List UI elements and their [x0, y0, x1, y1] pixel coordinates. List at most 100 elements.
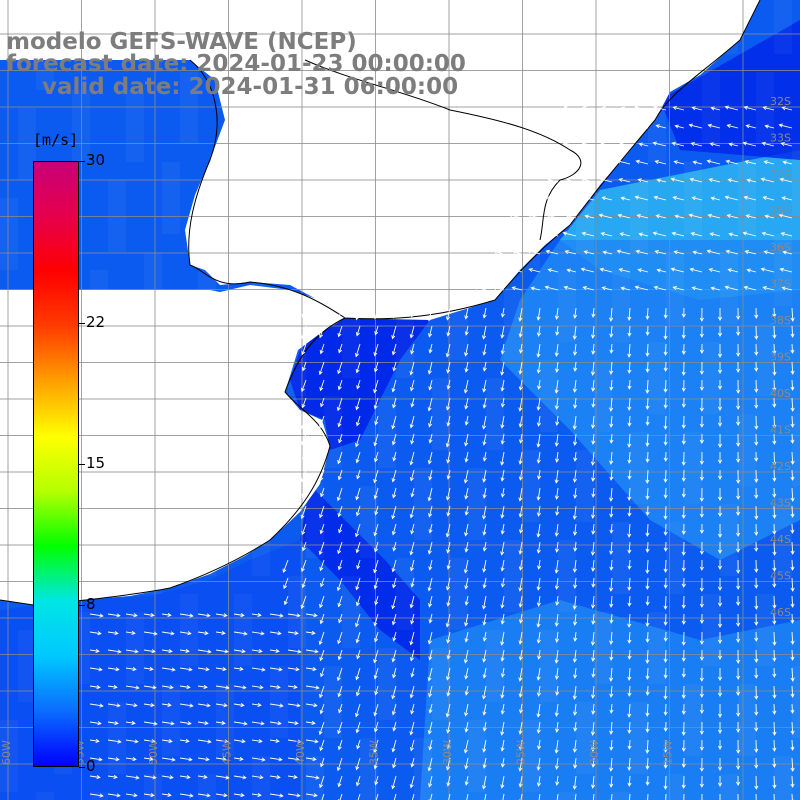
- wind-vector: [646, 577, 649, 590]
- wind-vector-head: [409, 784, 414, 789]
- wind-vector-head: [688, 213, 693, 218]
- wind-vector-head: [536, 782, 541, 787]
- deep-patch-coast: [290, 318, 430, 450]
- wind-vector-head: [572, 515, 577, 520]
- wind-vector: [638, 179, 649, 183]
- wind-vector-head: [530, 196, 535, 201]
- field-cell: [774, 270, 792, 288]
- wind-vector: [374, 397, 379, 409]
- wind-vector: [781, 142, 793, 147]
- wind-vector-head: [754, 367, 759, 372]
- wind-vector: [233, 685, 246, 689]
- wind-vector-head: [189, 703, 194, 708]
- wind-vector: [429, 523, 433, 533]
- wind-vector-head: [338, 529, 343, 534]
- wind-vector-head: [699, 783, 704, 788]
- wind-vector-head: [554, 532, 559, 537]
- wind-vector-head: [445, 406, 450, 411]
- wind-vector: [519, 307, 523, 321]
- wind-vector-head: [98, 667, 103, 672]
- wind-vector-head: [311, 720, 316, 725]
- field-cell: [504, 306, 522, 324]
- field-cell: [684, 702, 702, 720]
- field-cell: [378, 684, 396, 702]
- wind-vector: [125, 631, 135, 634]
- wind-vector-head: [428, 603, 433, 608]
- wind-vector-head: [170, 721, 175, 726]
- wind-vector-head: [279, 703, 284, 708]
- wind-vector-head: [312, 757, 317, 762]
- wind-vector: [610, 469, 613, 480]
- wind-vector-head: [754, 388, 759, 393]
- field-cell: [720, 288, 738, 306]
- wind-vector-head: [482, 764, 487, 769]
- wind-vector-head: [566, 178, 571, 183]
- wind-vector: [610, 739, 613, 750]
- wind-vector-head: [409, 731, 414, 736]
- field-cell: [468, 774, 486, 792]
- field-cell: [756, 630, 774, 648]
- wind-vector-head: [482, 658, 487, 663]
- field-cell: [792, 198, 800, 216]
- wind-vector-head: [645, 352, 650, 357]
- wind-vector-head: [736, 315, 741, 320]
- wind-vector-head: [355, 585, 360, 591]
- wind-vector-head: [204, 631, 209, 636]
- wind-vector: [538, 685, 541, 696]
- field-cell: [36, 792, 54, 800]
- wind-vector: [665, 469, 667, 483]
- field-cell: [630, 702, 648, 720]
- field-cell: [414, 792, 432, 800]
- wind-vector-head: [554, 659, 559, 664]
- wind-vector-head: [763, 250, 768, 255]
- wind-vector-head: [591, 710, 596, 715]
- wind-vector-head: [699, 709, 704, 714]
- wind-vector: [780, 268, 793, 273]
- wind-vector: [338, 415, 343, 427]
- wind-vector: [573, 685, 577, 699]
- wind-vector: [89, 649, 99, 652]
- field-cell: [486, 432, 504, 450]
- wind-vector: [392, 469, 397, 482]
- field-cell: [720, 306, 738, 324]
- wind-vector-head: [681, 461, 686, 466]
- wind-vector-head: [790, 317, 795, 322]
- field-cell: [684, 684, 702, 702]
- wind-vector: [338, 379, 343, 390]
- wind-vector-head: [186, 775, 191, 780]
- field-cell: [378, 450, 396, 468]
- wind-vector-head: [391, 658, 396, 663]
- wind-vector-head: [355, 692, 360, 697]
- wind-vector-head: [736, 781, 741, 786]
- wind-vector-head: [276, 685, 281, 690]
- wind-vector-head: [681, 747, 686, 752]
- wind-vector: [592, 415, 595, 428]
- wind-vector-head: [590, 604, 596, 609]
- field-cell: [612, 306, 630, 324]
- latitude-label: 38S: [770, 314, 791, 327]
- wind-vector-head: [590, 371, 595, 376]
- field-cell: [540, 414, 558, 432]
- wind-vector: [125, 685, 139, 689]
- wind-vector-head: [428, 349, 433, 354]
- wind-vector: [465, 613, 469, 626]
- wind-vector-head: [555, 691, 560, 696]
- wind-vector-head: [681, 604, 686, 609]
- wind-vector-head: [653, 105, 658, 110]
- wind-vector-head: [583, 250, 588, 255]
- wind-vector-head: [536, 332, 541, 337]
- field-cell: [378, 414, 396, 432]
- wind-vector-head: [754, 658, 759, 663]
- field-cell: [126, 108, 144, 126]
- wind-vector-head: [572, 531, 578, 536]
- field-cell: [234, 630, 252, 648]
- wind-vector: [611, 793, 613, 800]
- wind-vector: [519, 361, 523, 374]
- wind-vector: [628, 739, 631, 750]
- wind-vector: [320, 307, 325, 317]
- wind-vector-head: [355, 458, 360, 464]
- wind-vector-head: [744, 159, 749, 164]
- field-cell: [486, 666, 504, 684]
- wind-vector-head: [572, 568, 577, 573]
- wind-vector-head: [760, 177, 765, 182]
